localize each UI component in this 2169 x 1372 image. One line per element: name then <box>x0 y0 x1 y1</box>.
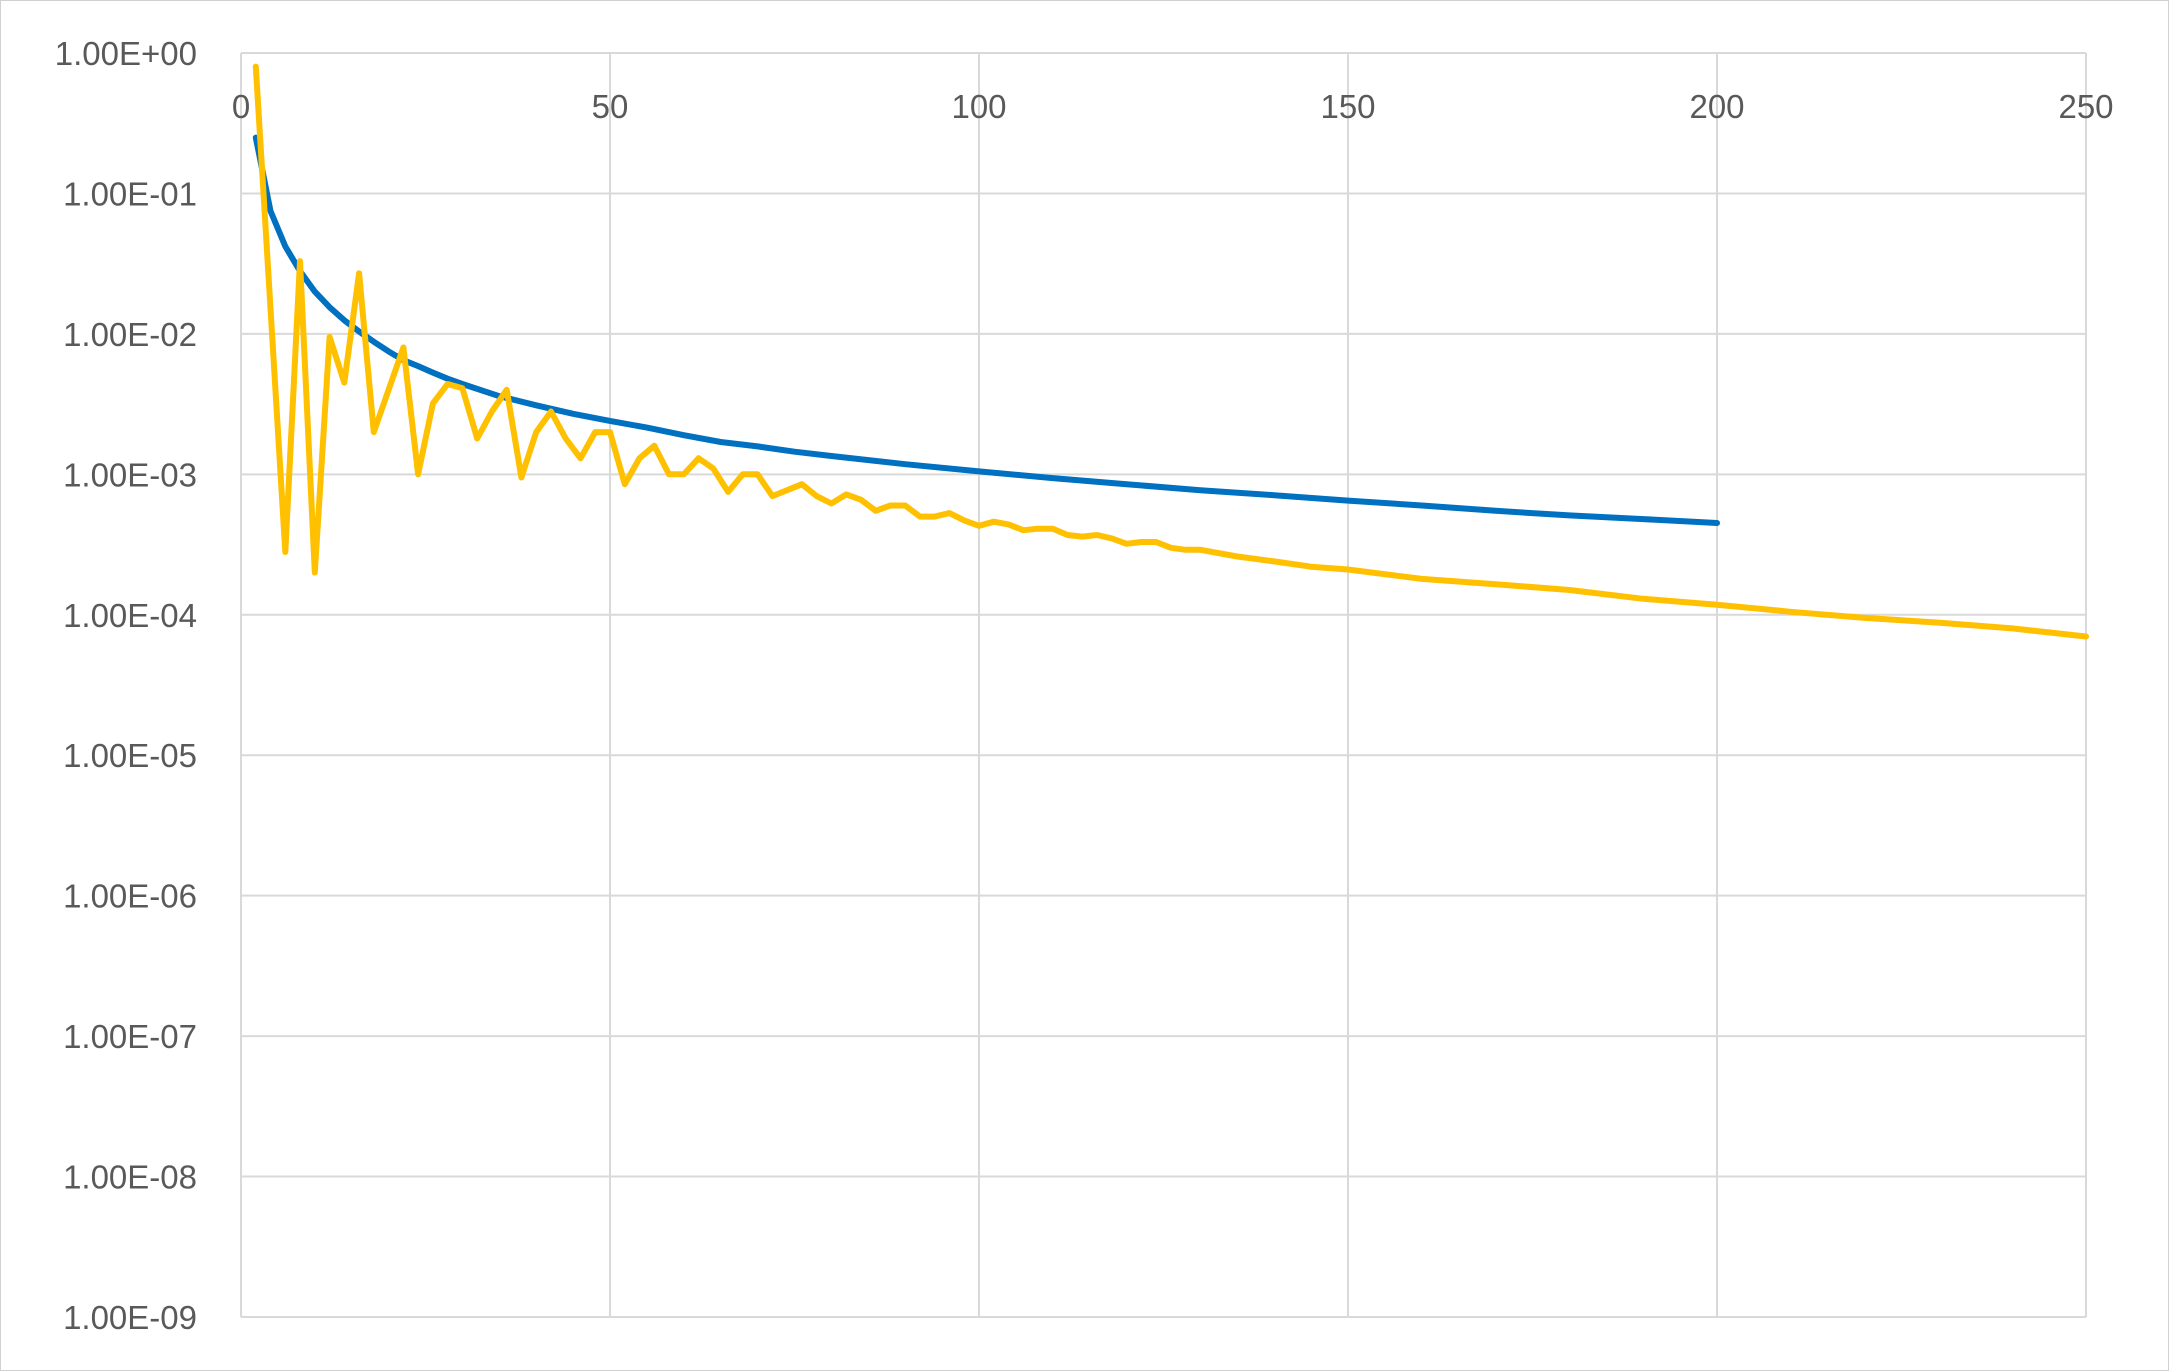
y-tick-label: 1.00E-01 <box>63 175 197 212</box>
y-tick-label: 1.00E-07 <box>63 1018 197 1055</box>
y-tick-label: 1.00E-03 <box>63 456 197 493</box>
x-tick-label: 200 <box>1689 88 1744 125</box>
x-tick-label: 100 <box>951 88 1006 125</box>
y-tick-label: 1.00E-05 <box>63 737 197 774</box>
x-tick-label: 50 <box>592 88 629 125</box>
y-tick-label: 1.00E-04 <box>63 597 197 634</box>
x-tick-label: 0 <box>232 88 250 125</box>
y-tick-label: 1.00E+00 <box>55 35 197 72</box>
series-line-2 <box>252 63 2089 640</box>
series-line-1 <box>252 134 1720 526</box>
series-lines <box>252 63 2089 640</box>
y-tick-label: 1.00E-06 <box>63 878 197 915</box>
x-axis-tick-labels: 0 50 100 150 200 250 <box>232 88 2114 125</box>
y-axis-tick-labels: 1.00E+00 1.00E-01 1.00E-02 1.00E-03 1.00E-04… <box>55 35 197 1336</box>
y-tick-label: 1.00E-02 <box>63 316 197 353</box>
x-tick-label: 150 <box>1320 88 1375 125</box>
grid-lines <box>240 52 2087 1318</box>
y-tick-label: 1.00E-08 <box>63 1159 197 1196</box>
y-tick-label: 1.00E-09 <box>63 1299 197 1336</box>
x-tick-label: 250 <box>2058 88 2113 125</box>
